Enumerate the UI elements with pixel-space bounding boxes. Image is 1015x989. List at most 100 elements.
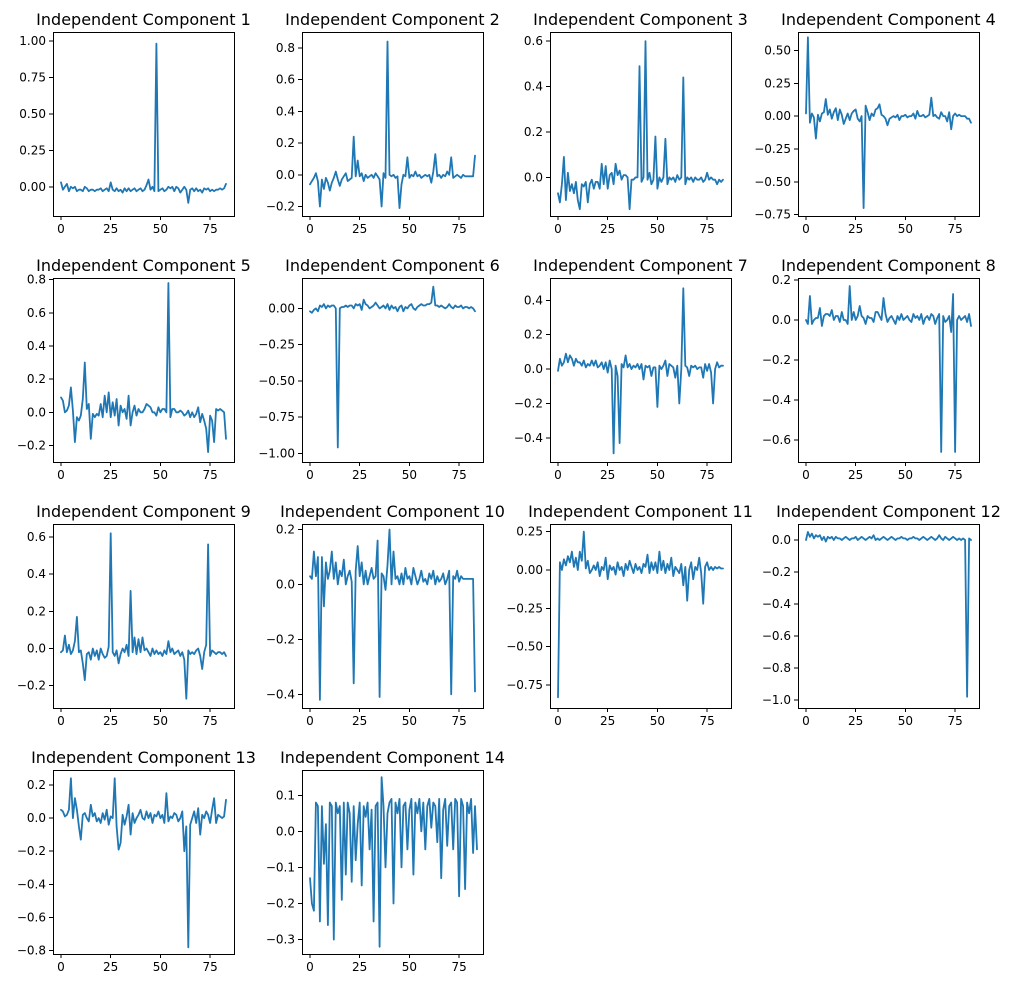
y-tick-label: −0.4 bbox=[266, 687, 295, 701]
y-tick-label: 0.4 bbox=[524, 293, 543, 307]
subplot-3: Independent Component 3 0 25 50 75 0.6 0.4 0.2 0… bbox=[524, 10, 748, 236]
subplot-5: Independent Component 5 0 25 50 75 0.8 0.6 0.4 0… bbox=[17, 256, 251, 482]
x-tick-label: 50 bbox=[153, 714, 168, 728]
subplot-14: Independent Component 140 25 50 750.10.0−0.… bbox=[266, 748, 505, 974]
y-tick-label: 0.2 bbox=[772, 273, 791, 287]
x-tick-label: 75 bbox=[451, 960, 466, 974]
subplot-title: Independent Component 5 bbox=[36, 256, 251, 275]
y-tick-label: −0.4 bbox=[762, 393, 791, 407]
y-tick-label: −0.75 bbox=[258, 410, 295, 424]
x-tick-label: 25 bbox=[600, 468, 615, 482]
y-tick-label: 0.2 bbox=[276, 136, 295, 150]
x-tick-label: 50 bbox=[402, 714, 417, 728]
subplot-2: Independent Component 20 25 50 750.80.60.40… bbox=[266, 10, 500, 236]
x-tick-label: 75 bbox=[699, 222, 714, 236]
y-tick-label: 0.4 bbox=[27, 339, 46, 353]
x-tick-label: 25 bbox=[848, 714, 863, 728]
x-tick-label: 75 bbox=[202, 468, 217, 482]
x-tick-label: 0 bbox=[306, 960, 314, 974]
y-tick-label: −0.50 bbox=[258, 374, 295, 388]
y-tick-label: 0.2 bbox=[276, 522, 295, 536]
y-tick-label: 0.6 bbox=[524, 34, 543, 48]
y-tick-label: 0.50 bbox=[19, 107, 46, 121]
x-tick-label: 75 bbox=[947, 714, 962, 728]
series-line bbox=[558, 41, 723, 209]
y-tick-label: 0.0 bbox=[524, 362, 543, 376]
series-line bbox=[806, 532, 971, 697]
y-tick-label: −0.75 bbox=[506, 678, 543, 692]
y-tick-label: −0.2 bbox=[266, 199, 295, 213]
x-tick-label: 50 bbox=[898, 714, 913, 728]
y-tick-label: 0.0 bbox=[524, 170, 543, 184]
x-tick-label: 25 bbox=[848, 468, 863, 482]
y-tick-label: −0.2 bbox=[17, 438, 46, 452]
y-tick-label: 0.25 bbox=[516, 525, 543, 539]
x-tick-label: 75 bbox=[451, 468, 466, 482]
y-tick-label: −0.2 bbox=[266, 632, 295, 646]
x-tick-label: 50 bbox=[402, 960, 417, 974]
y-tick-label: −0.2 bbox=[266, 896, 295, 910]
subplot-9: Independent Component 90 25 50 750.60.40.20… bbox=[17, 502, 251, 728]
subplot-12: Independent Component 120 25 50 750.0−0.2−0… bbox=[762, 502, 1001, 728]
x-tick-label: 0 bbox=[306, 468, 314, 482]
axes-frame bbox=[799, 525, 980, 709]
subplot-6: Independent Component 60 25 50 750.00−0.25−… bbox=[258, 256, 500, 482]
x-tick-label: 25 bbox=[848, 222, 863, 236]
x-tick-label: 75 bbox=[699, 714, 714, 728]
axes-frame bbox=[551, 525, 732, 709]
y-tick-label: −0.6 bbox=[17, 911, 46, 925]
series-line bbox=[806, 286, 971, 452]
subplot-13: Independent Component 13 0 25 50 75 0.2 0.0 −0.… bbox=[17, 748, 256, 974]
y-tick-label: −0.6 bbox=[762, 629, 791, 643]
x-tick-label: 0 bbox=[554, 468, 562, 482]
y-tick-label: 0.6 bbox=[27, 306, 46, 320]
y-tick-label: −0.75 bbox=[754, 208, 791, 222]
y-tick-label: −1.0 bbox=[762, 693, 791, 707]
y-tick-label: −0.4 bbox=[17, 877, 46, 891]
x-tick-label: 50 bbox=[153, 468, 168, 482]
subplot-title: Independent Component 12 bbox=[776, 502, 1001, 521]
y-tick-label: 0.2 bbox=[27, 372, 46, 386]
series-line bbox=[61, 44, 226, 203]
subplot-10: Independent Component 10 0 25 50 75 0.2 0.0 −0.… bbox=[266, 502, 505, 728]
subplot-title: Independent Component 3 bbox=[533, 10, 748, 29]
series-line bbox=[558, 288, 723, 453]
x-tick-label: 75 bbox=[451, 222, 466, 236]
y-tick-label: −0.2 bbox=[17, 679, 46, 693]
subplot-8: Independent Component 80 25 50 750.20.0−0.2… bbox=[762, 256, 996, 482]
x-tick-label: 0 bbox=[554, 222, 562, 236]
series-line bbox=[806, 37, 971, 208]
y-tick-label: −0.2 bbox=[514, 397, 543, 411]
x-tick-label: 0 bbox=[554, 714, 562, 728]
x-tick-label: 25 bbox=[352, 714, 367, 728]
y-tick-label: 0.4 bbox=[276, 104, 295, 118]
y-tick-label: −0.4 bbox=[514, 431, 543, 445]
y-tick-label: 0.00 bbox=[764, 109, 791, 123]
subplot-title: Independent Component 9 bbox=[36, 502, 251, 521]
y-tick-label: 0.0 bbox=[27, 405, 46, 419]
y-tick-label: 0.25 bbox=[764, 76, 791, 90]
y-tick-label: 0.6 bbox=[276, 73, 295, 87]
x-tick-label: 75 bbox=[699, 468, 714, 482]
series-line bbox=[61, 283, 226, 452]
x-tick-label: 50 bbox=[402, 222, 417, 236]
y-tick-label: 0.00 bbox=[19, 180, 46, 194]
y-tick-label: 0.00 bbox=[268, 301, 295, 315]
x-tick-label: 25 bbox=[352, 960, 367, 974]
x-tick-label: 75 bbox=[202, 222, 217, 236]
y-tick-label: 0.0 bbox=[276, 168, 295, 182]
y-tick-label: −0.25 bbox=[506, 601, 543, 615]
y-tick-label: 0.00 bbox=[516, 563, 543, 577]
y-tick-label: −1.00 bbox=[258, 446, 295, 460]
series-line bbox=[310, 42, 475, 209]
y-tick-label: 0.4 bbox=[27, 567, 46, 581]
series-line bbox=[310, 530, 475, 700]
y-tick-label: −0.50 bbox=[754, 175, 791, 189]
x-tick-label: 75 bbox=[202, 960, 217, 974]
x-tick-label: 50 bbox=[650, 714, 665, 728]
y-tick-label: −0.25 bbox=[754, 142, 791, 156]
x-tick-label: 0 bbox=[57, 222, 65, 236]
x-tick-label: 0 bbox=[802, 468, 810, 482]
y-tick-label: 0.0 bbox=[276, 577, 295, 591]
